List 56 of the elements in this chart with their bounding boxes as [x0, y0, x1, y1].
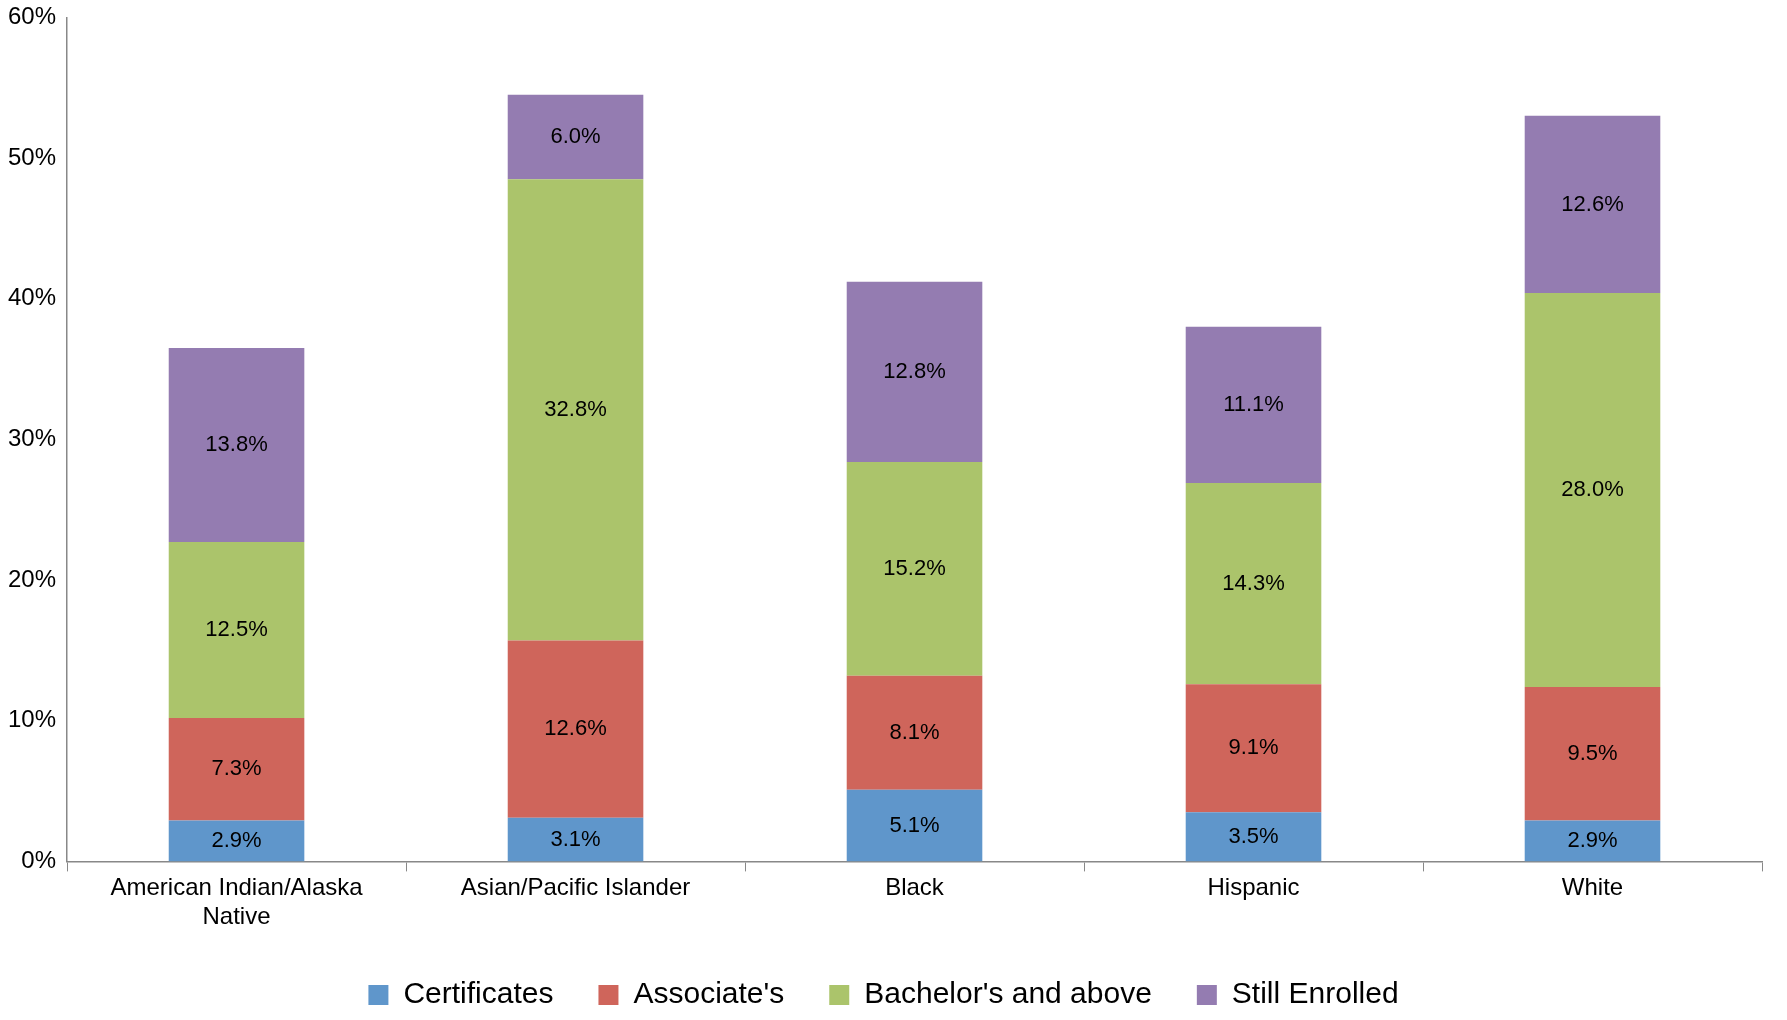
- data-label: 14.3%: [1222, 569, 1285, 595]
- data-label: 12.6%: [1561, 190, 1624, 216]
- data-label: 12.5%: [205, 616, 268, 642]
- y-tick-label: 30%: [7, 424, 57, 452]
- data-label: 13.8%: [205, 431, 268, 457]
- bar: [1524, 820, 1661, 862]
- bar: [168, 717, 305, 821]
- x-tick-label: White: [1561, 873, 1624, 901]
- bar: [846, 461, 983, 676]
- data-label: 7.3%: [211, 755, 262, 781]
- x-tick-label: Black: [885, 873, 945, 901]
- bar: [846, 675, 983, 790]
- y-tick-label: 20%: [7, 564, 57, 592]
- data-label: 9.5%: [1567, 739, 1618, 765]
- x-tick-label: American Indian/Alaska Native: [110, 873, 364, 930]
- x-tick-label: Asian/Pacific Islander: [460, 873, 691, 901]
- data-label: 3.5%: [1228, 822, 1279, 848]
- bar: [507, 640, 644, 818]
- legend-label: Bachelor's and above: [864, 976, 1152, 1010]
- bar: [1185, 483, 1322, 685]
- data-label: 15.2%: [883, 554, 946, 580]
- data-label: 6.0%: [550, 123, 601, 149]
- y-tick-label: 0%: [21, 846, 57, 874]
- bar: [507, 817, 644, 862]
- bar: [846, 281, 983, 462]
- data-label: 32.8%: [544, 395, 607, 421]
- bar: [1524, 293, 1661, 687]
- bar: [168, 820, 305, 862]
- data-label: 2.9%: [211, 827, 262, 853]
- data-label: 2.9%: [1567, 827, 1618, 853]
- bar: [168, 542, 305, 718]
- y-tick-label: 60%: [7, 2, 57, 30]
- bar: [1185, 684, 1322, 813]
- bar: [168, 347, 305, 543]
- bar: [1185, 326, 1322, 484]
- legend-label: Certificates: [403, 976, 554, 1010]
- bar: [846, 789, 983, 862]
- bar: [507, 94, 644, 180]
- legend-label: Associate's: [633, 976, 785, 1010]
- y-tick-label: 40%: [7, 283, 57, 311]
- data-label: 3.1%: [550, 825, 601, 851]
- y-tick-label: 50%: [7, 142, 57, 170]
- legend-label: Still Enrolled: [1231, 976, 1399, 1010]
- bar: [507, 179, 644, 641]
- data-label: 8.1%: [889, 718, 940, 744]
- bar: [1524, 686, 1661, 821]
- bar: [1524, 115, 1661, 294]
- bar: [1185, 812, 1322, 862]
- data-label: 9.1%: [1228, 734, 1279, 760]
- data-label: 12.6%: [544, 715, 607, 741]
- data-label: 5.1%: [889, 811, 940, 837]
- x-tick-label: Hispanic: [1207, 873, 1300, 901]
- y-tick-label: 10%: [7, 705, 57, 733]
- data-label: 28.0%: [1561, 476, 1624, 502]
- data-label: 12.8%: [883, 357, 946, 383]
- data-label: 11.1%: [1223, 391, 1284, 416]
